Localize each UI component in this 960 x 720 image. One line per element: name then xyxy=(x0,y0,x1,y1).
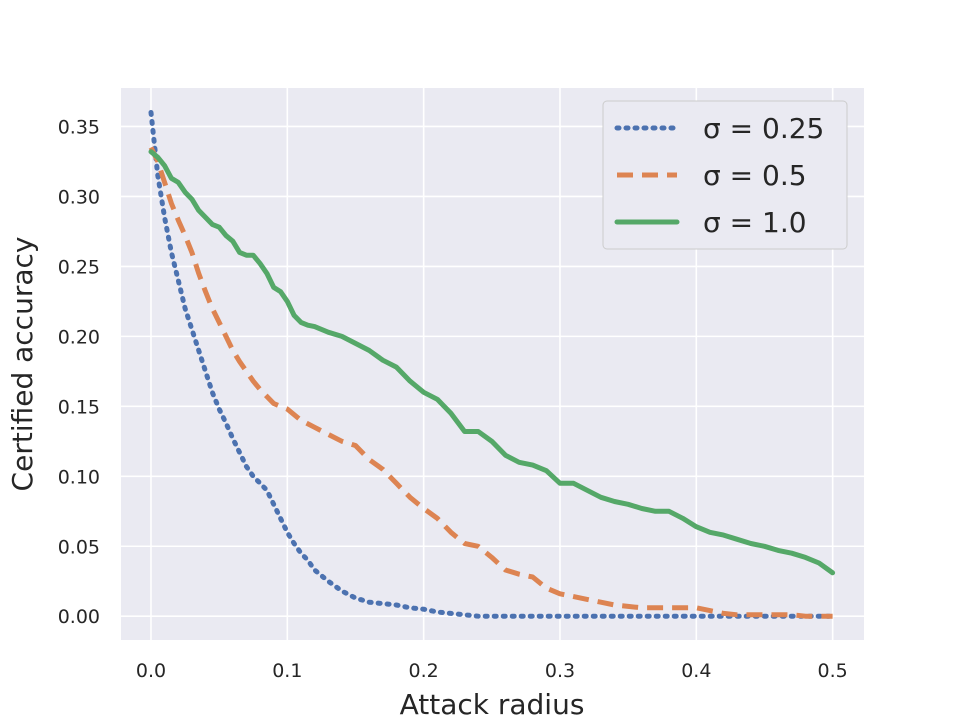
y-tick-label: 0.15 xyxy=(58,396,100,418)
x-tick-label: 0.3 xyxy=(545,660,575,682)
series-line-1 xyxy=(148,110,836,619)
series-line-2 xyxy=(148,146,833,619)
grid xyxy=(121,88,864,640)
series-line-3 xyxy=(148,149,836,576)
y-tick-label: 0.00 xyxy=(58,606,100,628)
y-tick-label: 0.25 xyxy=(58,256,100,278)
x-ticks: 0.0 0.1 0.2 0.3 0.4 0.5 xyxy=(136,660,848,682)
x-tick-label: 0.1 xyxy=(272,660,302,682)
x-tick-label: 0.2 xyxy=(409,660,439,682)
y-tick-label: 0.10 xyxy=(58,466,100,488)
x-tick-label: 0.0 xyxy=(136,660,166,682)
y-tick-label: 0.35 xyxy=(58,116,100,138)
y-tick-label: 0.20 xyxy=(58,326,100,348)
legend-box xyxy=(602,100,848,250)
series-layer xyxy=(148,110,836,619)
x-tick-label: 0.5 xyxy=(818,660,848,682)
y-tick-label: 0.30 xyxy=(58,186,100,208)
y-tick-label: 0.05 xyxy=(58,536,100,558)
y-axis-label: Certified accuracy xyxy=(6,237,39,492)
x-tick-label: 0.4 xyxy=(681,660,711,682)
legend-label-2: σ = 0.5 xyxy=(703,159,807,192)
legend: σ = 0.25 σ = 0.5 σ = 1.0 xyxy=(602,100,848,250)
x-axis-label: Attack radius xyxy=(400,688,585,720)
y-ticks: 0.00 0.05 0.10 0.15 0.20 0.25 0.30 0.35 xyxy=(58,116,100,628)
legend-label-1: σ = 0.25 xyxy=(703,112,824,145)
legend-label-3: σ = 1.0 xyxy=(703,206,807,239)
